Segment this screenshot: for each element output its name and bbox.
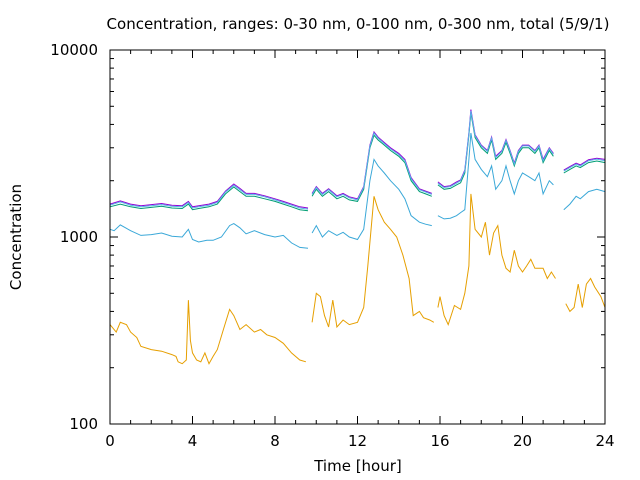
series-3-line-segment-2 <box>311 134 432 202</box>
series-1-line-segment-3 <box>437 193 556 326</box>
series-1-line-segment-2 <box>311 196 435 329</box>
series-3-line-segment-3 <box>437 113 554 190</box>
y-tick-label: 100 <box>69 415 98 433</box>
series-4-line-segment-1 <box>109 183 309 209</box>
series-5-line-segment-4 <box>563 158 606 172</box>
x-axis-label: Time [hour] <box>313 457 402 475</box>
series-2-line-segment-1 <box>109 223 309 249</box>
y-tick-label: 10000 <box>50 41 98 59</box>
series-2-line-segment-3 <box>437 132 554 220</box>
x-tick-label: 12 <box>348 432 367 450</box>
series-5-line-segment-3 <box>437 110 554 189</box>
y-axis-label: Concentration <box>7 184 25 290</box>
x-tick-label: 24 <box>595 432 614 450</box>
series-2-line-segment-4 <box>563 188 606 211</box>
x-tick-label: 20 <box>513 432 532 450</box>
plot-frame <box>109 49 606 425</box>
series-5-line-segment-1 <box>109 184 309 210</box>
series-5-line-segment-2 <box>311 131 432 201</box>
x-tick-label: 8 <box>270 432 280 450</box>
y-tick-label: 1000 <box>60 228 98 246</box>
series-3-line-segment-4 <box>563 160 606 174</box>
series-3-line-segment-1 <box>109 186 309 212</box>
series-layer <box>109 109 606 365</box>
x-tick-label: 4 <box>188 432 198 450</box>
series-4-line-segment-4 <box>563 157 606 171</box>
chart-title: Concentration, ranges: 0-30 nm, 0-100 nm… <box>107 15 610 33</box>
series-1-line-segment-1 <box>109 300 307 365</box>
series-1-line-segment-4 <box>565 277 606 313</box>
series-4-line-segment-3 <box>437 109 554 188</box>
x-tick-label: 0 <box>105 432 115 450</box>
series-2-line-segment-2 <box>311 158 432 241</box>
axes-layer: 0 4 8 12 16 20 24 100 1000 10000 <box>50 41 614 450</box>
x-tick-label: 16 <box>430 432 449 450</box>
